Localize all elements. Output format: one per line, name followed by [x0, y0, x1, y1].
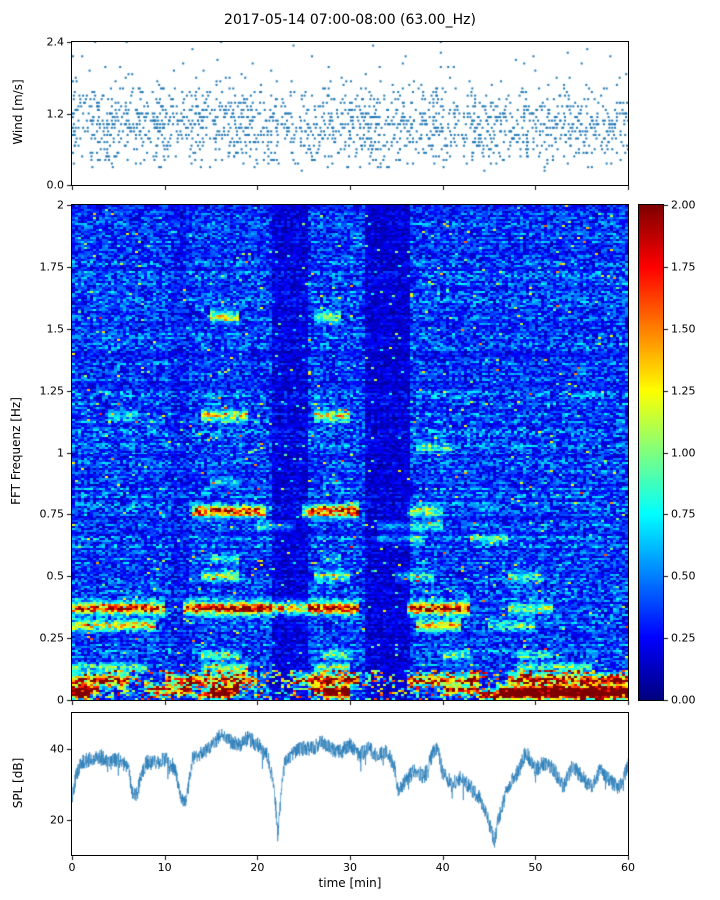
colorbar-tick-label: 0.75: [671, 507, 696, 521]
spectrogram-ytick-label: 1.75: [39, 260, 65, 274]
spectrogram-ytick-label: 1: [57, 446, 64, 459]
xtick-label: 0: [68, 861, 76, 874]
xtick-label: 10: [157, 861, 172, 874]
spectrogram-ytick-label: 1.25: [39, 384, 65, 398]
colorbar-tick-label: 2.00: [671, 198, 696, 212]
xtick-label: 30: [343, 861, 357, 874]
wind-ytick-label: 1.2: [46, 107, 65, 120]
spl-line-chart: [71, 712, 629, 856]
xtick-label: 60: [621, 861, 635, 874]
colorbar-tick-label: 1.75: [671, 260, 696, 274]
xtick-label: 40: [435, 861, 450, 874]
x-axis-label: time [min]: [318, 876, 382, 890]
xtick-label: 50: [528, 861, 543, 874]
colorbar-tick-label: 1.25: [671, 384, 696, 398]
colorbar: [638, 204, 664, 701]
colorbar-tick-label: 0.50: [671, 569, 696, 583]
colorbar-tick-label: 1.50: [671, 322, 696, 336]
wind-speed-scatter: [71, 41, 629, 186]
colorbar-tick-label: 0.00: [671, 693, 696, 707]
fft-spectrogram: [71, 204, 629, 701]
spl-y-axis-label: SPL [dB]: [11, 757, 25, 809]
wind-ytick-label: 2.4: [46, 35, 65, 49]
spectrogram-ytick-label: 2: [57, 198, 64, 212]
colorbar-tick-label: 1.00: [671, 446, 696, 459]
spectrogram-ytick-label: 0.5: [46, 569, 65, 583]
spl-ytick-label: 20: [50, 813, 64, 826]
xtick-label: 20: [250, 861, 265, 874]
chart-title: 2017-05-14 07:00-08:00 (63.00_Hz): [224, 12, 476, 28]
wind-ytick-label: 0.0: [46, 178, 65, 192]
spectrogram-ytick-label: 0: [57, 693, 64, 707]
spectrogram-ytick-label: 0.25: [39, 631, 65, 645]
spl-ytick-label: 40: [50, 742, 64, 755]
wind-y-axis-label: Wind [m/s]: [11, 79, 25, 145]
spectrogram-y-axis-label: FFT Frequenz [Hz]: [9, 397, 23, 505]
spectrogram-ytick-label: 1.5: [46, 322, 65, 336]
spectrogram-ytick-label: 0.75: [39, 507, 65, 521]
colorbar-tick-label: 0.25: [671, 631, 696, 645]
